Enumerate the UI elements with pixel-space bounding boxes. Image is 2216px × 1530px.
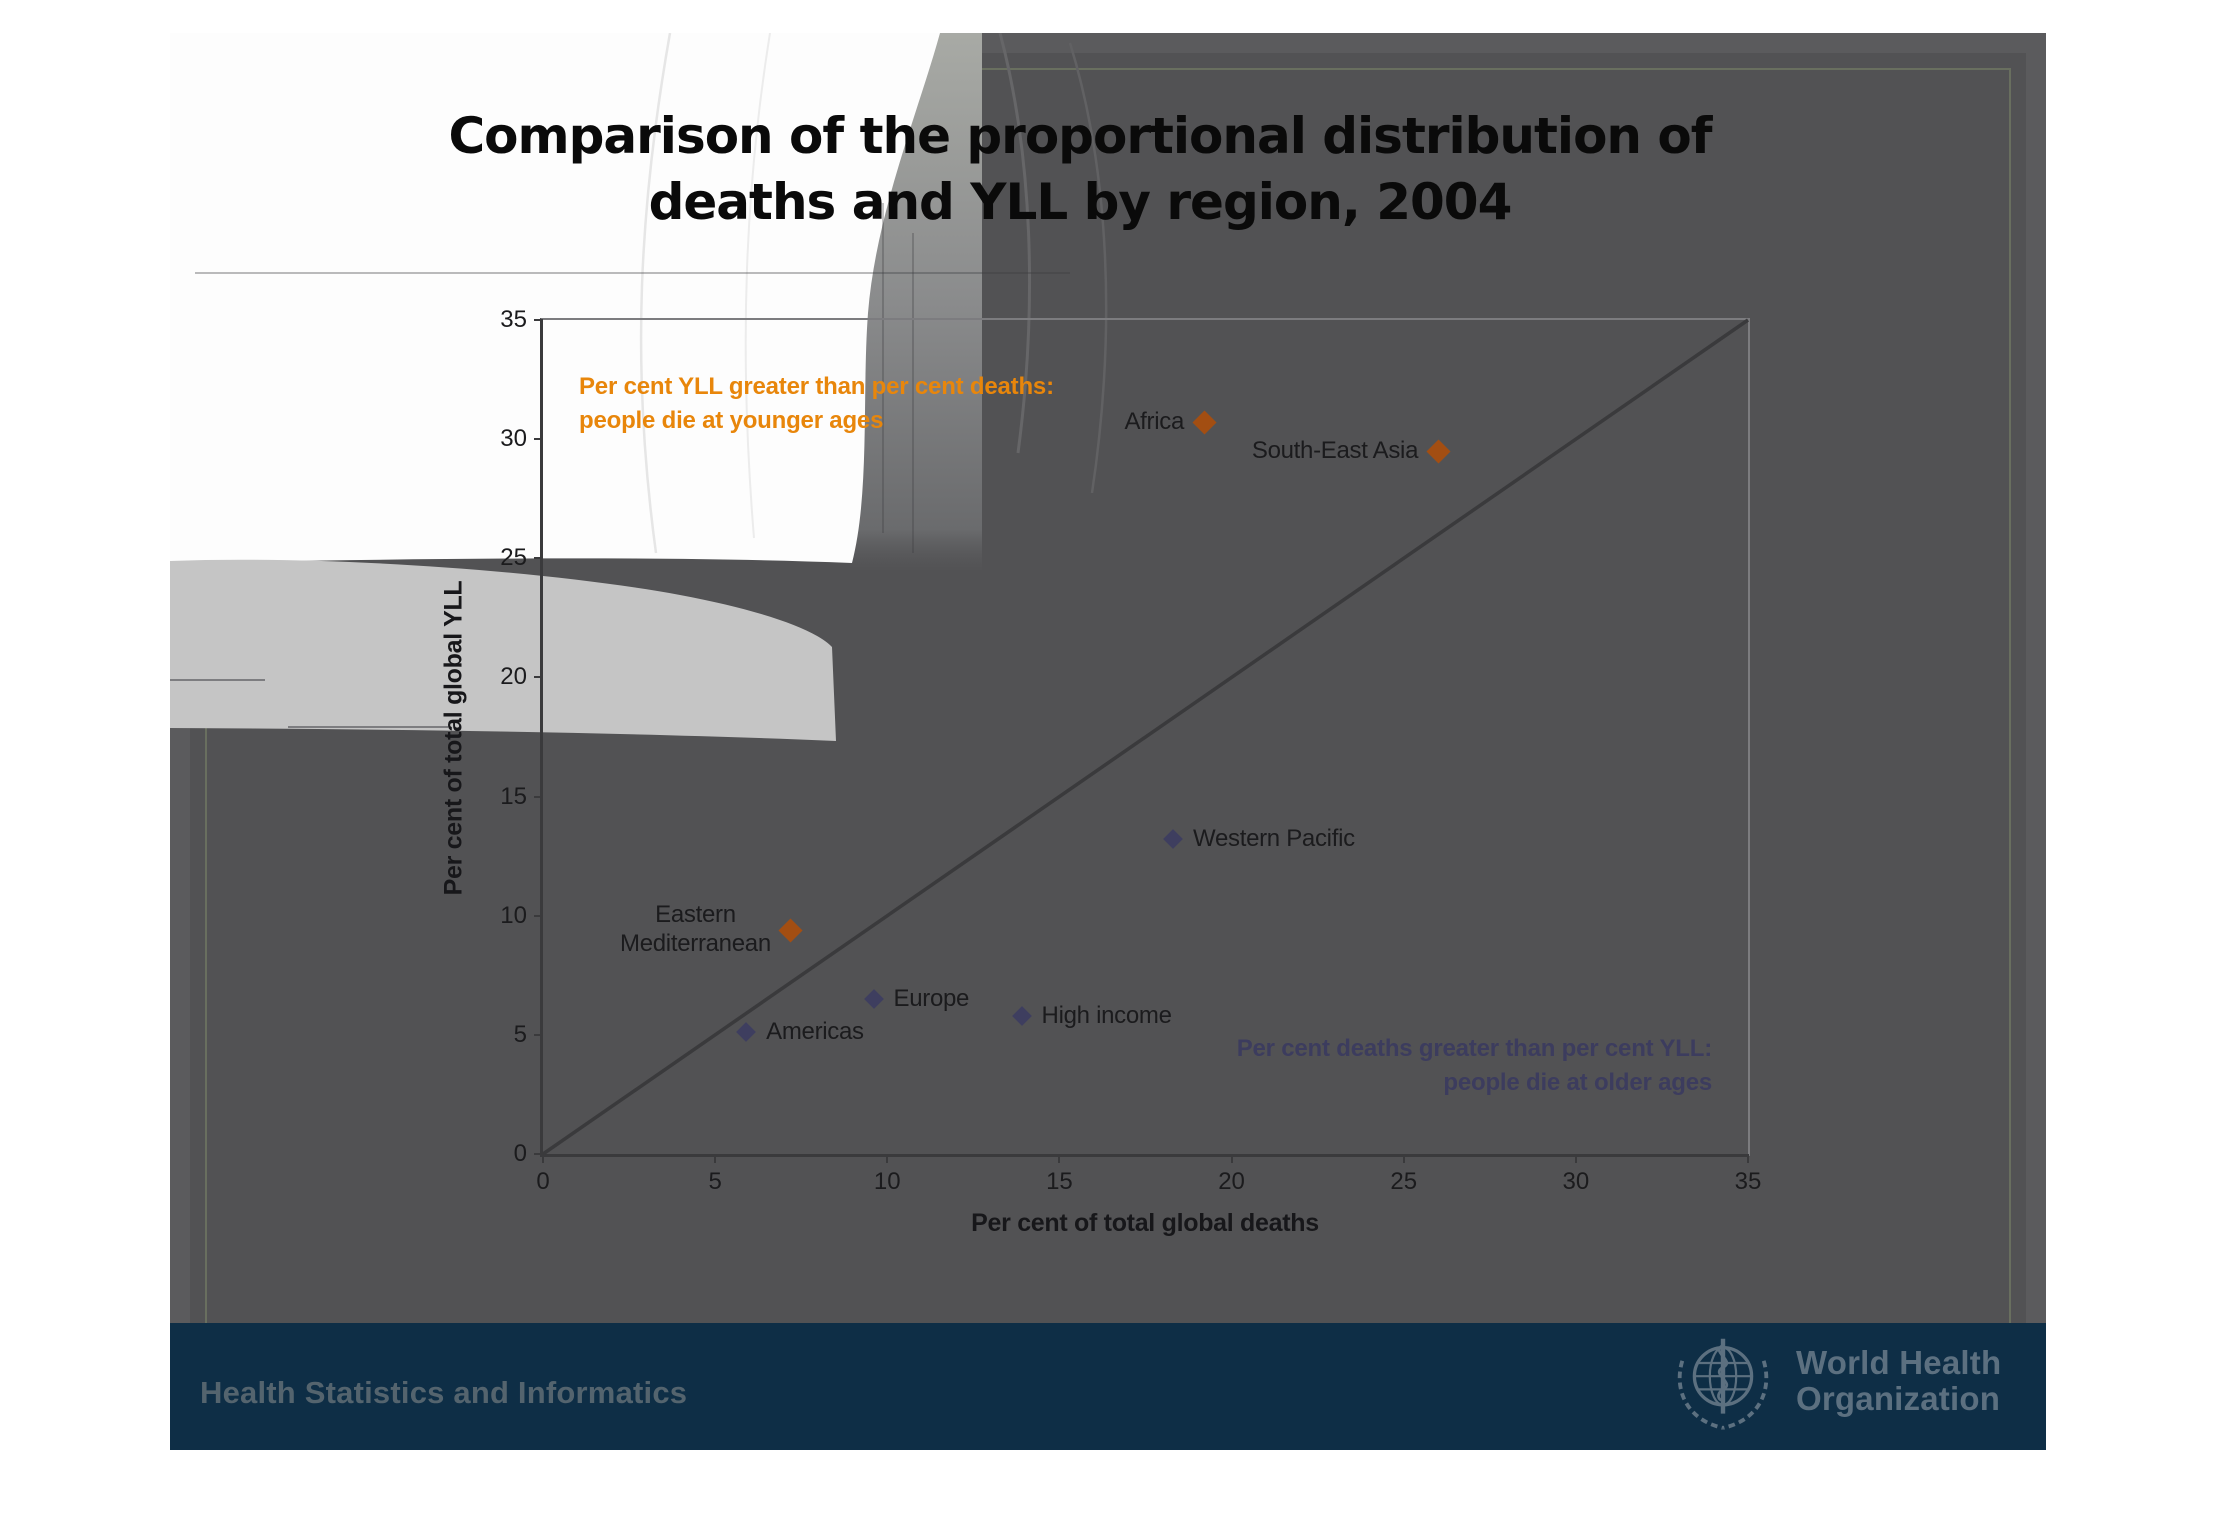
x-tick-mark xyxy=(714,1154,717,1163)
y-tick-label: 10 xyxy=(500,901,527,929)
y-tick-label: 20 xyxy=(500,663,527,691)
x-tick-label: 25 xyxy=(1390,1168,1418,1195)
plot-area: Per cent YLL greater than per cent death… xyxy=(500,306,1750,1195)
footer-bar: Health Statistics and Informatics World … xyxy=(170,1323,2046,1450)
who-wordmark: World Health Organization xyxy=(1796,1345,2001,1417)
point-label: High income xyxy=(1041,1001,1172,1029)
x-tick-mark xyxy=(1402,1154,1405,1163)
y-tick-label: 25 xyxy=(500,544,527,572)
point-label: Eastern Mediterranean xyxy=(620,901,771,957)
annotation-younger-line1: Per cent YLL greater than per cent death… xyxy=(579,373,1054,400)
x-tick-label: 35 xyxy=(1734,1168,1762,1195)
slide-title: Comparison of the proportional distribut… xyxy=(280,103,1880,235)
who-wordmark-line2: Organization xyxy=(1796,1380,2001,1417)
point-label: Americas xyxy=(766,1018,864,1046)
y-tick-mark xyxy=(534,676,543,679)
x-axis-label: Per cent of total global deaths xyxy=(971,1209,1319,1237)
x-tick-label: 0 xyxy=(536,1168,550,1195)
y-tick-label: 30 xyxy=(500,425,527,453)
x-tick-label: 20 xyxy=(1218,1168,1245,1195)
x-tick-label: 30 xyxy=(1562,1168,1590,1195)
x-tick-mark xyxy=(1747,1154,1749,1163)
globe-meridian2 xyxy=(744,33,771,539)
slide-title-line1: Comparison of the proportional distribut… xyxy=(448,107,1712,165)
y-tick-mark xyxy=(534,557,543,560)
annotation-older-line1: Per cent deaths greater than per cent YL… xyxy=(1236,1035,1712,1062)
y-tick-mark xyxy=(534,795,543,798)
slide-background: Health Statistics and Informatics World … xyxy=(170,33,2046,1450)
footer-department: Health Statistics and Informatics xyxy=(200,1375,688,1410)
point-label: South-East Asia xyxy=(1251,437,1419,465)
x-tick-mark xyxy=(1574,1154,1577,1163)
x-tick-label: 15 xyxy=(1046,1168,1073,1195)
y-axis-label: Per cent of total global YLL xyxy=(439,580,468,895)
y-tick-mark xyxy=(534,1153,543,1155)
y-tick-mark xyxy=(534,1033,543,1036)
x-tick-label: 5 xyxy=(708,1168,722,1195)
y-tick-mark xyxy=(534,438,543,441)
annotation-younger-ages: Per cent YLL greater than per cent death… xyxy=(579,370,1054,438)
y-tick-mark xyxy=(534,914,543,917)
x-tick-mark xyxy=(1230,1154,1233,1163)
y-tick-label: 5 xyxy=(513,1020,527,1048)
globe-arc-dark2 xyxy=(1068,42,1108,494)
y-tick-label: 15 xyxy=(500,782,527,810)
point-label: Western Pacific xyxy=(1193,825,1355,853)
x-tick-mark xyxy=(886,1154,889,1163)
chart: Per cent YLL greater than per cent death… xyxy=(440,306,1750,1237)
slide-title-line2: deaths and YLL by region, 2004 xyxy=(648,173,1513,231)
point-label: Europe xyxy=(893,985,970,1013)
annotation-older-line2: people die at older ages xyxy=(1443,1069,1712,1096)
diagonal-equality-line xyxy=(543,320,1748,1154)
x-tick-mark xyxy=(1058,1154,1061,1163)
x-tick-label: 10 xyxy=(873,1168,901,1195)
y-tick-mark xyxy=(534,319,543,321)
annotation-younger-line2: people die at younger ages xyxy=(579,407,884,434)
who-globe-watermark xyxy=(170,33,1108,741)
who-emblem-icon xyxy=(1677,1338,1769,1430)
y-tick-label: 35 xyxy=(500,306,527,333)
annotation-older-ages: Per cent deaths greater than per cent YL… xyxy=(1237,1032,1712,1100)
watermark-gray-band xyxy=(170,559,836,741)
globe-arc-dark xyxy=(998,33,1032,454)
globe-meridian1 xyxy=(639,33,672,554)
x-tick-mark xyxy=(542,1154,544,1163)
y-tick-label: 0 xyxy=(513,1140,527,1167)
point-label: Africa xyxy=(1124,408,1185,436)
who-wordmark-line1: World Health xyxy=(1796,1344,2002,1381)
